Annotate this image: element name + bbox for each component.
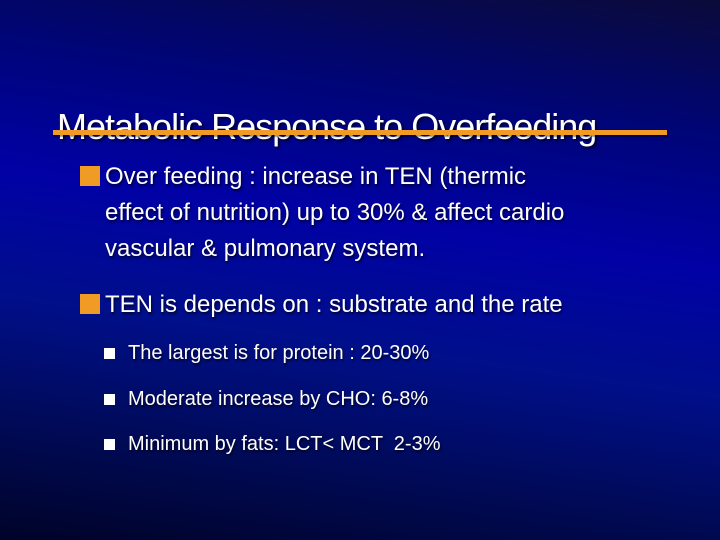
bullet-text-line: Over feeding : increase in TEN (thermic xyxy=(105,163,527,190)
bullet-text-line: effect of nutrition) up to 30% & affect … xyxy=(105,199,565,226)
square-bullet-icon xyxy=(80,166,100,186)
sub-bullet-text: Minimum by fats: LCT< MCT 2-3% xyxy=(128,433,441,455)
sub-bullet-text: The largest is for protein : 20-30% xyxy=(128,342,430,364)
sub-bullet-item-protein: The largest is for protein : 20-30% xyxy=(104,340,429,366)
bullet-text: Over feeding : increase in TEN (thermic … xyxy=(105,159,564,267)
sub-bullet-item-fats: Minimum by fats: LCT< MCT 2-3% xyxy=(104,431,440,457)
bullet-item-overfeeding: Over feeding : increase in TEN (thermic … xyxy=(80,159,564,267)
slide-title: Metabolic Response to Overfeeding xyxy=(57,106,597,148)
sub-bullet-text: Moderate increase by CHO: 6-8% xyxy=(128,388,429,410)
bullet-text-line: TEN is depends on : substrate and the ra… xyxy=(105,291,563,318)
square-bullet-icon xyxy=(104,348,115,359)
title-underline-rule xyxy=(53,130,667,135)
square-bullet-icon xyxy=(104,439,115,450)
square-bullet-icon xyxy=(104,394,115,405)
sub-bullet-item-cho: Moderate increase by CHO: 6-8% xyxy=(104,386,428,412)
square-bullet-icon xyxy=(80,294,100,314)
bullet-text-line: vascular & pulmonary system. xyxy=(105,235,426,262)
bullet-item-ten-depends: TEN is depends on : substrate and the ra… xyxy=(80,287,563,323)
bullet-text: TEN is depends on : substrate and the ra… xyxy=(105,287,563,323)
